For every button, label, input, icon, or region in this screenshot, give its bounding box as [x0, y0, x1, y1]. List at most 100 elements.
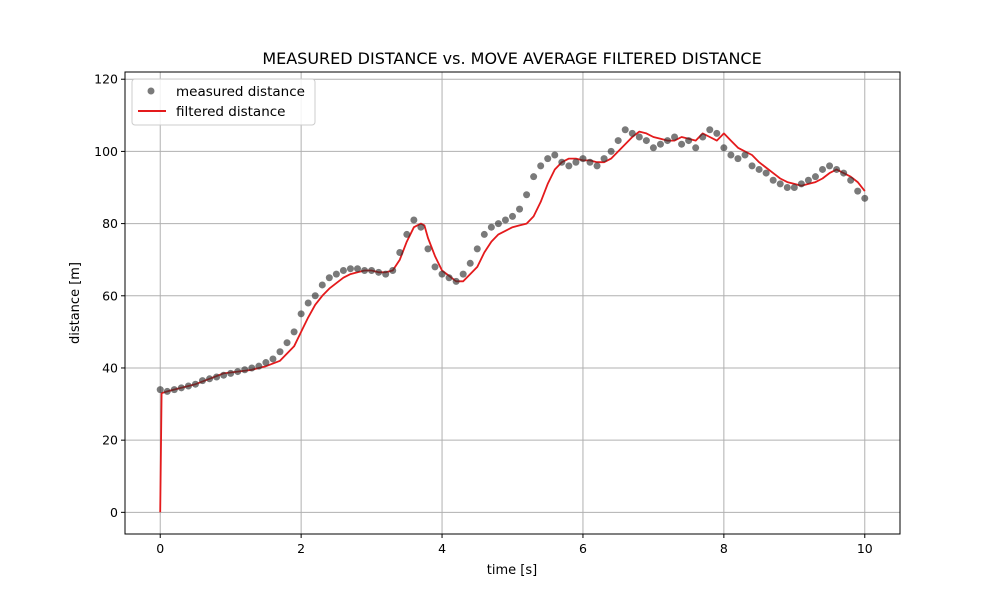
measured-point — [227, 369, 235, 377]
chart-title: MEASURED DISTANCE vs. MOVE AVERAGE FILTE… — [262, 49, 761, 68]
measured-point — [509, 212, 516, 220]
measured-point — [276, 348, 284, 356]
measured-point — [649, 144, 657, 152]
measured-point — [579, 155, 587, 163]
measured-point — [318, 281, 326, 289]
measured-point — [269, 355, 277, 363]
measured-point — [551, 151, 559, 159]
measured-point — [544, 155, 552, 163]
measured-point — [769, 176, 777, 184]
measured-point — [325, 274, 333, 282]
measured-point — [361, 267, 369, 275]
measured-point — [811, 173, 819, 181]
measured-point — [382, 270, 390, 278]
measured-point — [156, 386, 164, 394]
measured-point — [664, 137, 671, 145]
measured-point — [438, 270, 446, 278]
measured-point — [163, 387, 171, 395]
measured-point — [220, 371, 228, 379]
measured-point — [523, 191, 531, 199]
measured-point — [713, 129, 721, 137]
measured-point — [847, 176, 855, 184]
measured-point — [516, 205, 524, 213]
measured-point — [840, 169, 848, 177]
x-tick-label: 2 — [297, 541, 305, 556]
measured-point — [494, 220, 502, 228]
measured-point — [389, 267, 397, 275]
measured-point — [720, 144, 728, 152]
measured-point — [565, 162, 573, 170]
measured-point — [177, 384, 185, 392]
x-tick-label: 6 — [579, 541, 587, 556]
measured-point — [473, 245, 481, 253]
measured-point — [678, 140, 686, 148]
measured-point — [819, 165, 826, 173]
measured-point — [199, 377, 206, 385]
measured-point — [854, 187, 862, 195]
x-tick-label: 10 — [857, 541, 873, 556]
legend: measured distance filtered distance — [131, 78, 316, 126]
measured-point — [558, 158, 566, 166]
measured-point — [424, 245, 432, 253]
measured-point — [213, 373, 221, 381]
measured-point — [804, 176, 812, 184]
measured-point — [692, 144, 700, 152]
y-tick-label: 100 — [94, 144, 118, 159]
measured-point — [431, 263, 439, 271]
measured-point — [586, 158, 594, 166]
y-tick-label: 120 — [94, 72, 118, 87]
x-tick-label: 4 — [438, 541, 446, 556]
measured-point — [262, 359, 270, 367]
y-tick-label: 0 — [110, 505, 118, 520]
measured-point — [368, 267, 376, 275]
measured-point — [283, 339, 291, 347]
filtered-series — [159, 130, 866, 513]
measured-point — [417, 223, 425, 231]
x-tick-label: 0 — [156, 541, 164, 556]
legend-label-filtered: filtered distance — [176, 104, 285, 120]
measured-point — [656, 140, 664, 148]
x-axis-label: time [s] — [487, 563, 537, 578]
measured-point — [572, 158, 580, 166]
measured-point — [748, 162, 756, 170]
measured-point — [734, 155, 742, 163]
measured-point — [396, 248, 404, 256]
measured-point — [530, 173, 538, 181]
measured-point — [783, 184, 791, 191]
measured-point — [480, 230, 488, 238]
measured-series — [156, 126, 869, 395]
measured-point — [346, 265, 354, 273]
measured-point — [339, 267, 347, 275]
measured-point — [487, 223, 495, 231]
measured-point — [452, 277, 460, 285]
measured-point — [607, 147, 615, 155]
measured-point — [699, 133, 707, 141]
measured-point — [248, 364, 256, 372]
measured-point — [797, 180, 805, 188]
measured-point — [311, 292, 319, 300]
measured-point — [826, 162, 834, 170]
measured-point — [459, 270, 467, 278]
measured-point — [191, 380, 199, 388]
y-tick-label: 80 — [102, 216, 118, 231]
measured-point — [600, 155, 608, 163]
measured-point — [727, 151, 735, 159]
y-tick-label: 60 — [102, 288, 118, 303]
legend-marker-measured — [147, 87, 155, 95]
measured-point — [170, 386, 178, 394]
measured-point — [762, 169, 770, 177]
measured-point — [642, 137, 650, 145]
measured-point — [206, 375, 214, 383]
measured-point — [593, 162, 601, 170]
measured-point — [706, 126, 714, 134]
measured-point — [290, 328, 298, 336]
measured-point — [741, 151, 749, 159]
measured-point — [621, 126, 629, 134]
measured-point — [354, 265, 361, 273]
y-tick-label: 20 — [102, 433, 118, 448]
measured-point — [776, 180, 784, 188]
measured-point — [184, 382, 192, 390]
y-axis-label: distance [m] — [68, 262, 83, 344]
